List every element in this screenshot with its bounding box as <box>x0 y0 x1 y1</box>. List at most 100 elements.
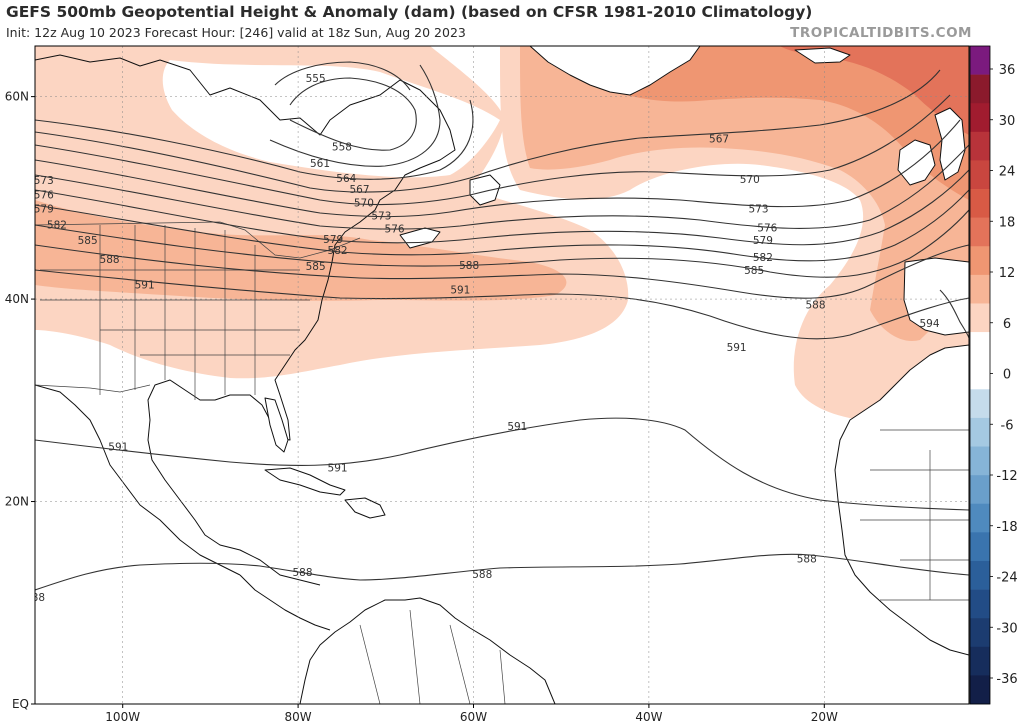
contour-label: 588 <box>806 300 826 312</box>
colorbar-tick-label: 30 <box>999 114 1016 129</box>
colorbar-swatch <box>970 303 990 333</box>
contour-567 <box>35 69 941 193</box>
graticule <box>35 46 969 704</box>
contour-label: 570 <box>740 174 760 186</box>
contour-label: 582 <box>753 252 773 264</box>
colorbar-swatch <box>970 446 990 476</box>
colorbar-swatch <box>970 675 990 705</box>
contour-label-text: 576 <box>385 224 405 236</box>
colorbar-frame <box>969 45 991 705</box>
map-frame <box>34 45 970 705</box>
site-watermark: TROPICALTIDBITS.COM <box>790 25 972 41</box>
africa <box>834 344 969 656</box>
contour-label: 585 <box>306 261 326 273</box>
contour-label: 588 <box>472 569 492 581</box>
contour-label-text: 582 <box>753 252 773 264</box>
lon-tick-label: 100W <box>105 710 140 724</box>
colorbar-swatch <box>970 503 990 533</box>
colorbar-tick-label: 6 <box>1003 317 1011 332</box>
florida <box>264 397 289 453</box>
contour-label-gap <box>7 140 27 152</box>
african-borders <box>860 429 969 601</box>
lon-tick-label: 80W <box>285 710 312 724</box>
contour-label-text: 555 <box>306 73 326 85</box>
central-america-coast <box>239 574 331 631</box>
contour-label-text: 588 <box>472 569 492 581</box>
contour-label-text: 591 <box>135 279 155 291</box>
hispaniola <box>344 497 386 519</box>
contour-591-north <box>35 269 969 340</box>
contour-label-text: 582 <box>328 245 348 257</box>
lat-tick-label: 40N <box>5 292 29 306</box>
colorbar-swatch <box>970 74 990 104</box>
colorbar-tick-label: 24 <box>999 165 1016 180</box>
contour-label: 561 <box>310 158 330 170</box>
contour-label: 573 <box>748 203 768 215</box>
contour-label: 591 <box>507 421 527 433</box>
contour-label-text: 579 <box>34 203 54 215</box>
contour-label-text: 570 <box>740 174 760 186</box>
lon-tick-label: 60W <box>460 710 487 724</box>
land <box>35 46 969 704</box>
contour-label-text: 564 <box>336 173 356 185</box>
contour-label: 591 <box>108 441 128 453</box>
contour-588 <box>35 244 969 299</box>
contour-label: 588 <box>35 592 45 604</box>
contour-label: 576 <box>385 224 405 236</box>
contour-label: 588 <box>459 260 479 272</box>
height-contours <box>35 61 969 591</box>
contour-label: 591 <box>450 284 470 296</box>
contour-label: 576 <box>35 189 54 201</box>
contour-label-text: 573 <box>748 203 768 215</box>
us-state-lines <box>40 225 310 400</box>
contour-label: 567 <box>7 140 27 154</box>
south-america-land <box>299 597 556 704</box>
lat-tick-label: EQ <box>12 697 29 711</box>
contour-label-text: 582 <box>47 220 67 232</box>
contour-label: 594 <box>920 318 940 330</box>
contour-558 <box>289 77 417 151</box>
contour-label-text: 591 <box>328 463 348 475</box>
contour-573 <box>35 119 961 218</box>
great-britain <box>934 107 966 181</box>
contour-label: 567 <box>709 134 729 146</box>
lon-tick-label: 40W <box>635 710 662 724</box>
contour-label-gap <box>7 157 27 169</box>
contour-label-text: 585 <box>744 265 764 277</box>
colorbar-swatch <box>970 217 990 247</box>
contour-label-text: 579 <box>753 235 773 247</box>
contour-label: 591 <box>328 463 348 475</box>
colorbar-swatch <box>970 274 990 304</box>
contour-label-text: 567 <box>709 134 729 146</box>
contour-label-text: 558 <box>332 142 352 154</box>
contour-label: 582 <box>328 245 348 257</box>
colorbar-swatch <box>970 589 990 619</box>
contour-label-text: 561 <box>310 158 330 170</box>
contour-label-text: 567 <box>7 142 27 154</box>
contour-label-text: 588 <box>459 260 479 272</box>
contour-label-text: 588 <box>100 254 120 266</box>
contour-label-text: 570 <box>7 159 27 171</box>
colorbar-swatch <box>970 246 990 276</box>
contour-label: 585 <box>744 265 764 277</box>
contour-label: 570 <box>7 157 27 171</box>
colorbar-swatch <box>970 532 990 562</box>
contour-585 <box>35 209 969 278</box>
contour-label: 588 <box>797 554 817 566</box>
contour-label: 555 <box>306 73 326 85</box>
contour-label-text: 591 <box>727 342 747 354</box>
colorbar-tick-label: -30 <box>996 621 1017 636</box>
contour-label: 576 <box>757 223 777 235</box>
contour-label-text: 588 <box>292 567 312 579</box>
colorbar-swatch <box>970 417 990 447</box>
colorbar-swatch <box>970 332 990 361</box>
contour-label-text: 588 <box>797 554 817 566</box>
contour-576 <box>35 144 969 230</box>
lon-tick-label: 20W <box>811 710 838 724</box>
colorbar-swatch <box>970 646 990 676</box>
colorbar-tick-label: 18 <box>999 215 1016 230</box>
colorbar-swatch <box>970 131 990 161</box>
height-anomaly-shading <box>35 46 969 421</box>
